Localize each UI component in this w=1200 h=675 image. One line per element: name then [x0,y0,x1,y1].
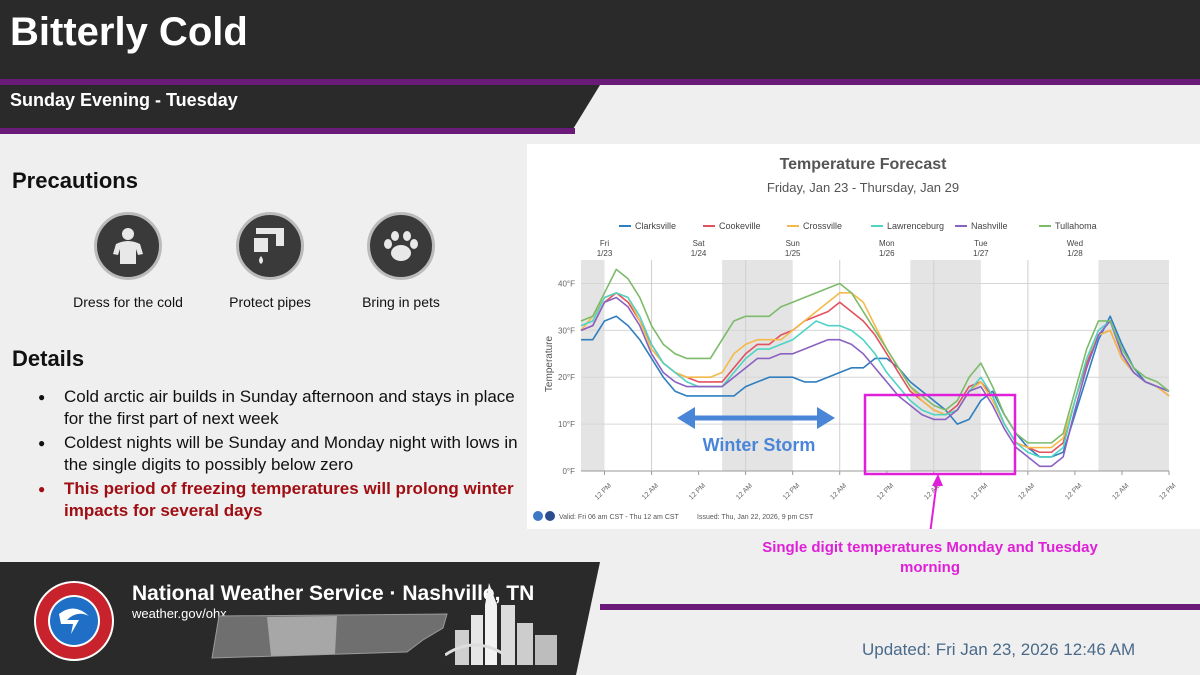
x-tick-label: 12 PM [1158,482,1177,501]
details-heading: Details [12,346,85,371]
single-digit-highlight-box [863,393,1017,476]
chart-panel: Temperature Forecast Friday, Jan 23 - Th… [527,144,1200,535]
nws-office-name: National Weather Service · Nashville, TN [132,582,535,605]
subtitle-accent [0,128,575,134]
x-tick-label: 12 AM [829,482,848,501]
night-bands [581,260,1169,471]
x-tick-label: 12 PM [594,482,613,501]
person-icon [94,212,162,280]
updated-timestamp: Updated: Fri Jan 23, 2026 12:46 AM [862,640,1136,659]
night-band [581,260,605,471]
y-tick-label: 40°F [558,279,575,288]
x-tick-label: 12 AM [735,482,754,501]
day-date-label: 1/24 [691,249,707,258]
day-date-label: 1/27 [973,249,989,258]
details-item: Coldest nights will be Sunday and Monday… [18,432,528,476]
nashville-skyline [444,575,565,665]
chart-subtitle: Friday, Jan 23 - Thursday, Jan 29 [767,180,959,195]
day-date-label: 1/26 [879,249,895,258]
faucet-icon [236,212,304,280]
y-tick-label: 30°F [558,326,575,335]
page-title: Bitterly Cold [10,10,248,54]
y-tick-label: 20°F [558,373,575,382]
precaution-pipes: Protect pipes [200,212,340,310]
noaa-logo-icon [533,511,543,521]
callout-arrowhead [932,474,943,486]
legend-label: Clarksville [635,221,676,231]
details-list: Cold arctic air builds in Sunday afterno… [18,386,528,524]
night-band [722,260,793,471]
y-tick-label: 0°F [562,467,575,476]
legend-label: Tullahoma [1055,221,1097,231]
precaution-label: Dress for the cold [73,294,183,310]
x-tick-label: 12 PM [970,482,989,501]
chart-title: Temperature Forecast [780,156,948,173]
day-date-label: 1/23 [597,249,613,258]
paw-icon [367,212,435,280]
x-tick-label: 12 PM [876,482,895,501]
series-line-nashville [580,296,1170,468]
page-subtitle: Sunday Evening - Tuesday [10,90,238,110]
chart-issued-text: Issued: Thu, Jan 22, 2026, 9 pm CST [697,514,814,521]
y-axis-ticks: 0°F 10°F 20°F 30°F 40°F [558,279,575,476]
x-tick-label: 12 AM [641,482,660,501]
precaution-label: Bring in pets [362,294,440,310]
series-line-tullahoma [580,268,1170,444]
y-axis-label: Temperature [544,335,555,392]
day-name-label: Sun [786,239,800,248]
day-name-label: Mon [879,239,895,248]
series-lines [580,268,1170,468]
details-item: Cold arctic air builds in Sunday afterno… [18,386,528,430]
tennessee-map [207,612,455,660]
precaution-dress: Dress for the cold [58,212,198,310]
nws-url-link[interactable]: weather.gov/ohx [132,606,227,621]
series-line-lawrenceburg [580,292,1170,458]
precaution-label: Protect pipes [229,294,311,310]
day-date-label: 1/28 [1067,249,1083,258]
day-name-label: Sat [693,239,706,248]
y-tick-label: 10°F [558,420,575,429]
footer-accent [600,604,1200,610]
callout-arrow [929,479,938,535]
x-tick-label: 12 AM [1111,482,1130,501]
day-date-label: 1/25 [785,249,801,258]
x-axis-ticks: 12 PM 12 AM 12 PM 12 AM 12 PM 12 AM 12 PM 12 AM… [594,471,1178,502]
winter-storm-label: Winter Storm [703,435,816,455]
x-tick-label: 12 PM [782,482,801,501]
legend-label: Crossville [803,221,842,231]
winter-storm-arrow [677,407,835,429]
night-band [1098,260,1169,471]
nws-small-logo-icon [545,511,555,521]
temperature-chart: Temperature Forecast Friday, Jan 23 - Th… [533,156,1178,535]
precautions-heading: Precautions [12,168,138,193]
details-item-warning: This period of freezing temperatures wil… [18,478,528,522]
night-band [910,260,981,471]
header-bar: Bitterly Cold [0,0,1200,85]
day-name-label: Fri [600,239,610,248]
legend-label: Lawrenceburg [887,221,944,231]
day-name-label: Wed [1067,239,1083,248]
day-name-label: Tue [974,239,988,248]
legend-label: Cookeville [719,221,761,231]
chart-valid-text: Valid: Fri 06 am CST - Thu 12 am CST [559,514,680,521]
x-tick-label: 12 AM [1017,482,1036,501]
x-tick-label: 12 PM [1064,482,1083,501]
callout-text: Single digit temperatures Monday and Tue… [762,539,1098,576]
precaution-pets: Bring in pets [331,212,471,310]
subtitle-bar [0,85,600,134]
chart-legend: Clarksville Cookeville Crossville Lawrenceb… [619,221,1097,231]
x-tick-label: 12 PM [688,482,707,501]
legend-label: Nashville [971,221,1008,231]
nws-logo [33,580,115,662]
